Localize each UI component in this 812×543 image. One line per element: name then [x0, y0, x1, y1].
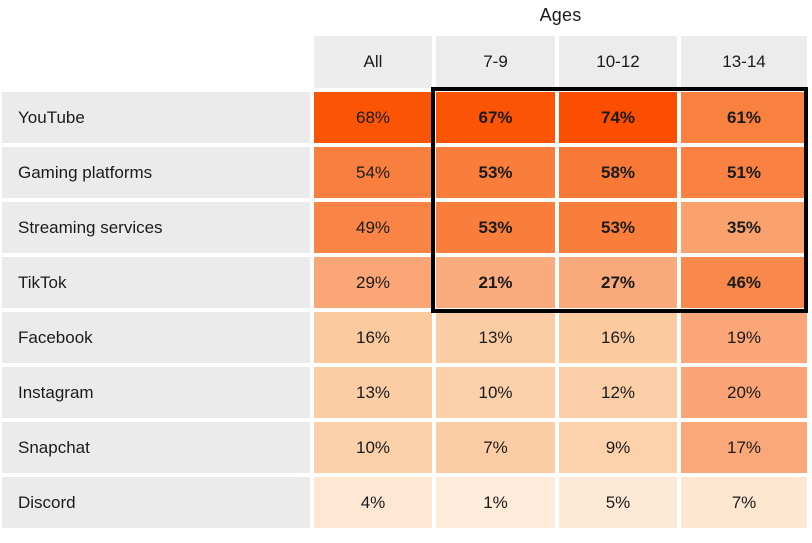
heatmap-cell: 5% [559, 477, 677, 528]
row-label-snapchat: Snapchat [2, 422, 310, 473]
heatmap-cell: 13% [436, 312, 555, 363]
heatmap-cell: 54% [314, 147, 432, 198]
heatmap-cell: 53% [436, 202, 555, 253]
row-label-facebook: Facebook [2, 312, 310, 363]
heatmap-cell: 16% [559, 312, 677, 363]
heatmap-grid: All 7-9 10-12 13-14 YouTube 68% 67% 74% … [2, 36, 807, 528]
heatmap-cell: 1% [436, 477, 555, 528]
heatmap-cell: 74% [559, 92, 677, 143]
heatmap-cell: 21% [436, 257, 555, 308]
heatmap-cell: 20% [681, 367, 807, 418]
heatmap-cell: 49% [314, 202, 432, 253]
row-label-youtube: YouTube [2, 92, 310, 143]
row-label-gaming-platforms: Gaming platforms [2, 147, 310, 198]
heatmap-cell: 4% [314, 477, 432, 528]
column-header-10-12: 10-12 [559, 36, 677, 88]
row-label-instagram: Instagram [2, 367, 310, 418]
heatmap-cell: 29% [314, 257, 432, 308]
heatmap-cell: 68% [314, 92, 432, 143]
heatmap-cell: 27% [559, 257, 677, 308]
heatmap-cell: 51% [681, 147, 807, 198]
heatmap-cell: 16% [314, 312, 432, 363]
heatmap-cell: 7% [436, 422, 555, 473]
heatmap-cell: 53% [559, 202, 677, 253]
heatmap-cell: 53% [436, 147, 555, 198]
column-header-7-9: 7-9 [436, 36, 555, 88]
row-label-streaming-services: Streaming services [2, 202, 310, 253]
heatmap-cell: 9% [559, 422, 677, 473]
corner-spacer [2, 36, 310, 88]
heatmap-cell: 61% [681, 92, 807, 143]
heatmap-cell: 19% [681, 312, 807, 363]
column-header-13-14: 13-14 [681, 36, 807, 88]
heatmap-cell: 67% [436, 92, 555, 143]
heatmap-cell: 13% [314, 367, 432, 418]
heatmap-cell: 7% [681, 477, 807, 528]
heatmap-cell: 10% [314, 422, 432, 473]
column-header-all: All [314, 36, 432, 88]
row-label-tiktok: TikTok [2, 257, 310, 308]
heatmap-cell: 58% [559, 147, 677, 198]
heatmap-cell: 35% [681, 202, 807, 253]
heatmap-cell: 12% [559, 367, 677, 418]
row-label-discord: Discord [2, 477, 310, 528]
ages-header: Ages [539, 5, 582, 25]
heatmap-cell: 17% [681, 422, 807, 473]
heatmap-cell: 10% [436, 367, 555, 418]
heatmap-cell: 46% [681, 257, 807, 308]
